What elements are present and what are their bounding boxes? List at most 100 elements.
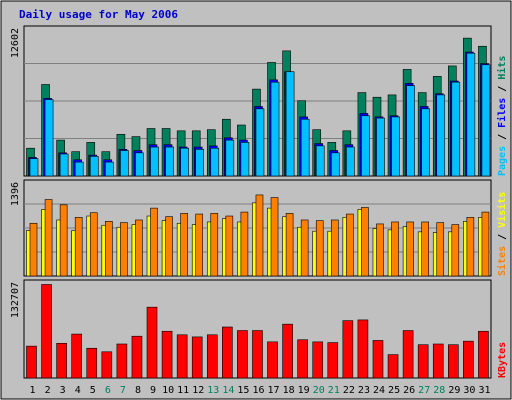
- x-tick-label-13: 13: [207, 385, 219, 396]
- sites-bar-3: [59, 204, 68, 277]
- kbytes-bar-28: [432, 343, 444, 379]
- pages-bar-11: [180, 147, 189, 177]
- x-tick-label-20: 20: [313, 385, 325, 396]
- kbytes-bar-17: [267, 341, 278, 379]
- pages-bar-21: [330, 152, 340, 177]
- pages-bar-28: [436, 94, 446, 177]
- x-tick-label-31: 31: [478, 385, 490, 396]
- x-tick-label-18: 18: [283, 385, 295, 396]
- kbytes-bar-3: [56, 342, 67, 379]
- kbytes-bar-24: [372, 340, 384, 379]
- x-tick-label-23: 23: [358, 385, 370, 396]
- x-tick-label-27: 27: [418, 385, 430, 396]
- pages-bar-25: [391, 116, 400, 177]
- kbytes-bar-25: [387, 354, 399, 379]
- kbytes-bar-4: [71, 333, 82, 379]
- sites-bar-20: [315, 220, 324, 277]
- kbytes-bar-16: [252, 330, 263, 379]
- legend-hits: Hits: [496, 56, 508, 80]
- kbytes-bar-11: [176, 334, 188, 379]
- legend-files: Files: [496, 98, 508, 128]
- kbytes-bar-9: [146, 306, 158, 379]
- sites-bar-22: [346, 213, 354, 277]
- pages-bar-7: [120, 150, 129, 177]
- pages-bar-24: [376, 117, 385, 177]
- pages-bar-13: [210, 147, 220, 177]
- x-tick-label-21: 21: [328, 385, 340, 396]
- pages-bar-5: [89, 156, 99, 177]
- kbytes-bar-31: [478, 330, 489, 379]
- x-tick-label-26: 26: [403, 385, 415, 396]
- kbytes-bar-8: [131, 335, 143, 379]
- sites-bar-7: [120, 222, 128, 277]
- kbytes-bar-30: [463, 340, 474, 379]
- pages-bar-30: [466, 52, 476, 177]
- x-tick-label-15: 15: [237, 385, 249, 396]
- pages-bar-18: [285, 71, 295, 177]
- kbytes-bar-26: [402, 330, 414, 379]
- pages-bar-10: [165, 146, 174, 177]
- x-tick-label-19: 19: [298, 385, 310, 396]
- sites-bar-4: [74, 217, 83, 277]
- pages-bar-26: [406, 85, 415, 177]
- x-axis: 1 2 3 4 5 6 7 8 9 10 11 12 13 14 15 16 17 18 19 20 21 22 23 24 2…: [30, 385, 491, 396]
- pages-bar-15: [240, 142, 250, 177]
- kbytes-bar-27: [417, 344, 429, 379]
- kbytes-bar-20: [312, 341, 324, 379]
- kbytes-bar-1: [26, 345, 37, 379]
- x-tick-label-30: 30: [463, 385, 475, 396]
- sites-bar-9: [150, 207, 158, 277]
- x-tick-label-16: 16: [252, 385, 264, 396]
- sites-bar-12: [195, 213, 204, 277]
- pages-bar-23: [361, 115, 370, 177]
- pages-bar-6: [105, 161, 114, 177]
- x-tick-label-14: 14: [222, 385, 234, 396]
- kbytes-bar-2: [41, 284, 52, 379]
- pages-bar-16: [255, 108, 265, 177]
- hits-files-pages-legend: Pages / Files / Hits: [496, 56, 508, 176]
- pages-bar-9: [150, 146, 159, 177]
- sites-bar-21: [330, 219, 339, 277]
- sites-bar-10: [165, 216, 173, 277]
- kbytes-legend: KBytes: [497, 342, 508, 378]
- sites-bar-17: [270, 197, 279, 277]
- legend-visits: Visits: [496, 192, 508, 228]
- visits-sites-legend: Sites / Visits: [496, 192, 508, 276]
- x-tick-label-9: 9: [150, 385, 156, 396]
- sites-bar-24: [376, 223, 384, 277]
- x-tick-label-28: 28: [433, 385, 445, 396]
- sites-bar-16: [255, 194, 264, 277]
- kbytes-bar-6: [101, 351, 113, 379]
- sites-bar-8: [135, 219, 143, 277]
- sites-bar-19: [300, 219, 309, 277]
- sites-bar-6: [105, 221, 113, 277]
- kbytes-bar-21: [327, 342, 339, 379]
- legend-kbytes: KBytes: [497, 342, 508, 378]
- kbytes-bar-13: [206, 334, 218, 379]
- kbytes-max-label: 132707: [10, 282, 21, 318]
- x-tick-label-12: 12: [192, 385, 204, 396]
- pages-bar-3: [59, 153, 69, 177]
- sites-bar-15: [240, 211, 249, 277]
- sites-bar-2: [44, 199, 53, 277]
- x-tick-label-6: 6: [105, 385, 111, 396]
- pages-bar-19: [300, 118, 310, 177]
- pages-bar-27: [421, 108, 430, 177]
- kbytes-bar-23: [357, 319, 369, 379]
- kbytes-bar-7: [116, 343, 128, 379]
- sites-bar-14: [225, 215, 234, 277]
- chart-title: Daily usage for May 2006: [19, 8, 178, 21]
- panels-group: 12602 Pages / Files / Hits 1396 Sites / Vis…: [10, 25, 508, 379]
- visits-sites-max-label: 1396: [10, 182, 21, 206]
- x-tick-label-11: 11: [177, 385, 189, 396]
- sites-bar-13: [210, 213, 219, 277]
- sites-bar-11: [180, 213, 188, 277]
- x-tick-label-5: 5: [90, 385, 96, 396]
- kbytes-bar-5: [86, 347, 98, 379]
- x-tick-label-3: 3: [60, 385, 66, 396]
- pages-bar-8: [135, 152, 144, 177]
- kbytes-bar-15: [237, 330, 248, 379]
- x-tick-label-17: 17: [268, 385, 280, 396]
- kbytes-bar-18: [282, 323, 293, 379]
- pages-bar-2: [44, 99, 54, 177]
